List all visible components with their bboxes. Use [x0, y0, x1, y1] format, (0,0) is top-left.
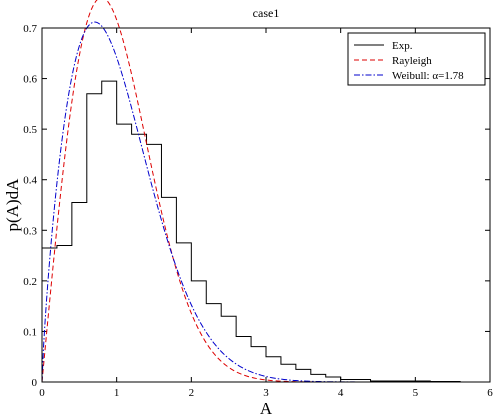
x-tick-label: 6 [487, 387, 493, 399]
x-tick-label: 1 [114, 387, 120, 399]
chart-title: case1 [253, 6, 280, 20]
x-tick-label: 5 [413, 387, 419, 399]
y-tick-label: 0.2 [23, 276, 37, 288]
legend-box [347, 32, 486, 86]
series-weibull-line [41, 21, 490, 383]
y-tick-label: 0.4 [23, 175, 37, 187]
legend-label: Exp. [392, 40, 413, 52]
y-tick-label: 0.1 [23, 326, 37, 338]
x-tick-label: 2 [189, 387, 195, 399]
y-axis-label: p(A)dA [3, 178, 22, 232]
y-tick-label: 0 [32, 377, 38, 389]
legend: Exp. Rayleigh Weibull: α=1.78 [347, 32, 486, 86]
y-tick-label: 0.5 [23, 124, 37, 136]
axis-ticks: 0 1 2 3 4 5 6 0 0.1 0.2 0.3 0.4 0.5 0.6 0.7 [23, 23, 493, 399]
x-tick-label: 3 [263, 387, 269, 399]
y-tick-label: 0.6 [23, 74, 37, 86]
y-tick-label: 0.7 [23, 23, 37, 35]
series-exp-histogram [41, 80, 490, 383]
x-tick-label: 4 [338, 387, 344, 399]
x-tick-label: 0 [39, 387, 45, 399]
legend-label: Weibull: α=1.78 [392, 70, 464, 82]
plot-frame [41, 27, 491, 383]
y-tick-label: 0.3 [23, 225, 37, 237]
x-axis-label: A [260, 399, 273, 418]
legend-label: Rayleigh [392, 55, 432, 67]
